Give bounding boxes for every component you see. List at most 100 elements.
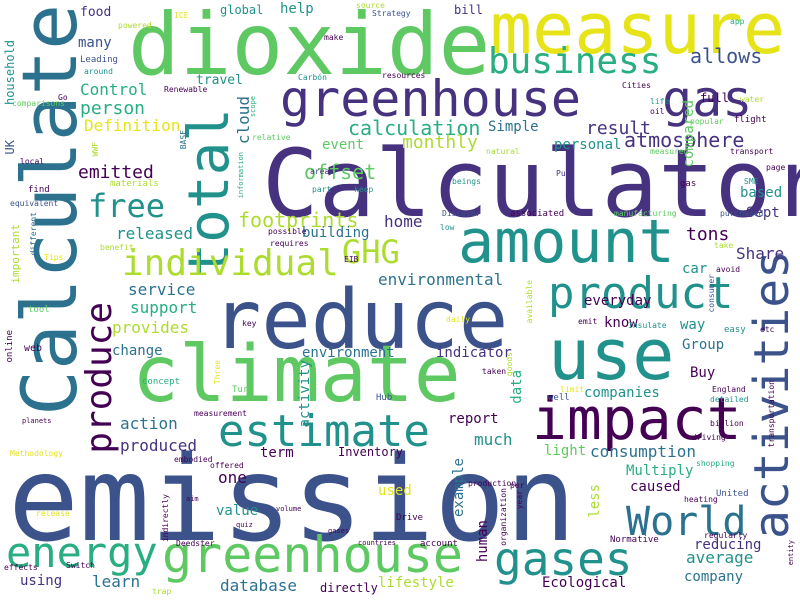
- word: estimate: [218, 406, 430, 457]
- word: reduce: [212, 273, 509, 368]
- word: event: [322, 137, 365, 153]
- word: climate: [132, 330, 461, 420]
- word: key: [242, 319, 257, 328]
- word: result: [586, 118, 652, 139]
- word: scope: [249, 96, 257, 118]
- word: Ecological: [542, 575, 627, 591]
- word: light: [544, 443, 587, 459]
- word: embodied: [174, 455, 213, 464]
- word: driving: [692, 433, 726, 442]
- word: shopping: [696, 459, 735, 468]
- word: source: [356, 1, 385, 10]
- word: company: [684, 569, 744, 585]
- word: using: [20, 573, 63, 589]
- word: less: [587, 484, 603, 518]
- word: materials: [110, 179, 159, 189]
- word: home: [384, 212, 423, 231]
- word: purchased: [720, 209, 764, 218]
- word: Three: [213, 360, 222, 385]
- word: gases: [494, 532, 633, 586]
- word: environmental: [378, 270, 504, 289]
- word: Share: [736, 244, 785, 263]
- word: much: [474, 430, 513, 449]
- word: Control: [80, 80, 148, 99]
- word: Inventory: [338, 445, 404, 459]
- word: Deedster: [176, 539, 215, 548]
- word: Insulate: [628, 321, 667, 330]
- word: full: [700, 91, 729, 105]
- word: tons: [686, 224, 730, 245]
- word: part: [312, 185, 332, 194]
- word: everyday: [584, 293, 652, 309]
- word: powered: [118, 21, 152, 30]
- word: Go: [58, 93, 68, 102]
- word: Simple: [488, 119, 539, 135]
- word: popular: [690, 117, 724, 126]
- word: building: [302, 225, 370, 241]
- word: year: [515, 490, 524, 510]
- word: directly: [320, 581, 378, 595]
- word: ICE: [174, 11, 189, 20]
- word: areas: [310, 167, 335, 176]
- word: know: [604, 315, 638, 331]
- word: water: [740, 95, 765, 104]
- word: environment: [302, 345, 395, 361]
- word: use: [548, 314, 675, 396]
- word: resources: [382, 71, 426, 80]
- word: reducing: [694, 537, 762, 553]
- word: average: [686, 548, 754, 567]
- word: countries: [358, 539, 396, 547]
- word: different: [29, 212, 38, 256]
- word: one: [218, 468, 247, 487]
- word: service: [128, 280, 196, 299]
- word: free: [88, 187, 166, 225]
- word: production: [468, 479, 517, 488]
- word: Turn: [232, 385, 254, 395]
- word: gas: [662, 70, 753, 128]
- word: consumption: [590, 442, 696, 461]
- word: emit: [578, 317, 598, 326]
- word: measured: [650, 147, 689, 156]
- word: limit: [560, 385, 585, 394]
- word: monthly: [402, 132, 478, 153]
- word: Tips: [44, 253, 64, 262]
- word: Switch: [66, 561, 95, 570]
- word: learn: [92, 572, 141, 591]
- word: EIB: [344, 255, 359, 264]
- word: information: [237, 152, 245, 199]
- word: car: [682, 261, 708, 277]
- word: SME: [744, 177, 759, 186]
- word: individual: [122, 243, 339, 284]
- word: term: [260, 445, 294, 461]
- word: WWF: [91, 142, 100, 157]
- word: indicator: [436, 345, 512, 361]
- word: planets: [22, 417, 52, 425]
- word: comparisons: [12, 99, 65, 108]
- word: relative: [252, 133, 291, 142]
- word: offered: [210, 461, 244, 470]
- word: release: [36, 509, 70, 518]
- word: web: [24, 343, 43, 354]
- word: atmosphere: [624, 128, 745, 152]
- word: measurement: [194, 409, 247, 418]
- word: personal: [554, 137, 622, 153]
- word: find: [28, 185, 50, 195]
- word: Multiply: [626, 463, 694, 479]
- word: United: [716, 489, 749, 499]
- word: concept: [142, 377, 180, 387]
- word: Carbón: [298, 73, 327, 82]
- word: app: [730, 17, 745, 26]
- word: produced: [120, 436, 198, 455]
- word: footprints: [238, 208, 359, 232]
- word: released: [116, 224, 194, 243]
- word: transportation: [767, 380, 776, 448]
- word: organization: [499, 488, 508, 546]
- word: value: [216, 503, 259, 519]
- word: change: [112, 343, 163, 359]
- word: World: [626, 499, 747, 545]
- word: allows: [690, 44, 763, 68]
- word: business: [488, 41, 662, 82]
- word: activity: [297, 360, 313, 428]
- word: based: [740, 185, 783, 201]
